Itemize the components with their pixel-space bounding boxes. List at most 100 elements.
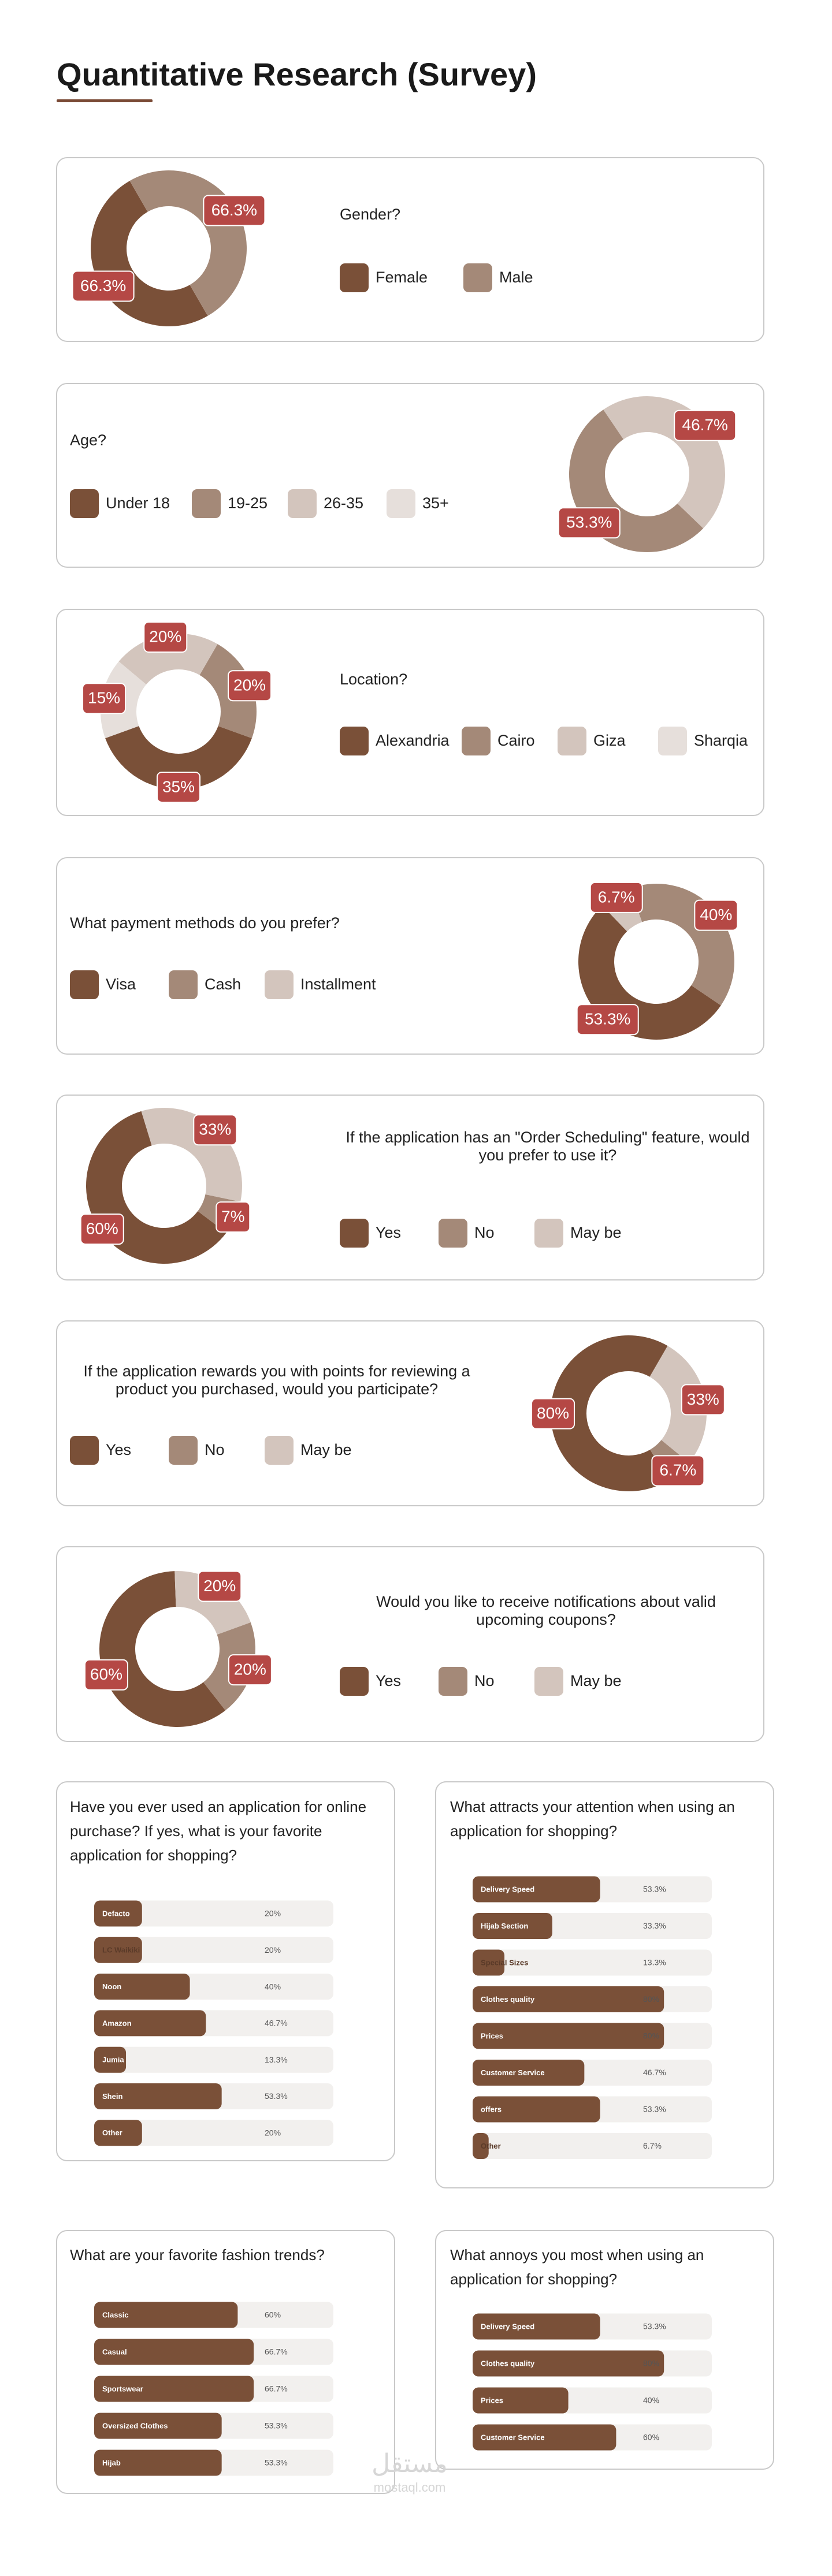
question: Have you ever used an application for on… [70, 1798, 367, 1864]
bar-value: 46.7% [265, 2019, 288, 2028]
question: If the application rewards you with poin… [83, 1362, 470, 1398]
value-badge [198, 1570, 242, 1602]
bar-label: Customer Service [481, 2068, 545, 2077]
bar-value: 20% [265, 1945, 281, 1955]
legend-swatch [340, 263, 369, 292]
legend-label: 35+ [422, 494, 449, 512]
bar-value: 53.3% [265, 2458, 288, 2467]
legend-label: Male [499, 269, 533, 286]
bar [94, 2120, 142, 2146]
value-badge [228, 670, 272, 702]
title-underline [57, 99, 153, 102]
bar [473, 2387, 569, 2414]
value-badge [531, 1398, 575, 1430]
bar-value: 53.3% [643, 2105, 666, 2114]
value-label: 6.7% [659, 1461, 696, 1479]
bar-value: 33.3% [643, 1921, 666, 1930]
value-label: 7% [221, 1207, 244, 1225]
legend-swatch [534, 1219, 563, 1248]
value-badge [589, 881, 643, 913]
bar-label: Other [102, 2128, 122, 2137]
bar [94, 2083, 222, 2109]
value-label: 66.3% [80, 277, 126, 295]
legend-label: Cash [205, 976, 241, 993]
legend-label: Yes [376, 1224, 401, 1241]
value-label: 20% [149, 627, 181, 645]
value-badge [576, 1004, 639, 1036]
question: What attracts your attention when using … [450, 1798, 735, 1840]
bar-value: 53.3% [265, 2421, 288, 2430]
legend-swatch [70, 489, 99, 518]
value-badge [694, 899, 738, 931]
bar-label: Noon [102, 1982, 121, 1991]
bar [473, 1986, 664, 2012]
bar-value: 80% [643, 1994, 659, 2004]
legend-swatch [387, 489, 415, 518]
bar [473, 2096, 600, 2123]
value-badge [651, 1455, 705, 1487]
legend-swatch [463, 263, 492, 292]
bar-track [94, 2046, 333, 2073]
legend-label: May be [570, 1672, 622, 1689]
value-badge [228, 1654, 272, 1686]
legend-label: Female [376, 269, 428, 286]
bar-label: Jumia [102, 2056, 124, 2064]
bar [94, 2376, 254, 2402]
bar [94, 2339, 254, 2365]
bar-label: Hijab Section [481, 1922, 528, 1930]
bar-label: Shein [102, 2092, 122, 2101]
value-label: 6.7% [598, 888, 635, 906]
donut-segment [550, 1335, 668, 1491]
bar-value: 80% [643, 2359, 659, 2368]
value-badge [72, 270, 135, 302]
question: Age? [70, 431, 107, 449]
bar [94, 1937, 142, 1963]
question: Would you like to receive notifications … [376, 1592, 716, 1628]
legend-label: Installment [300, 976, 376, 993]
bar-value: 80% [643, 2031, 659, 2041]
bar-label: Delivery Speed [481, 1885, 534, 1893]
value-badge [193, 1114, 237, 1146]
bar-label: Prices [481, 2031, 503, 2040]
bar [473, 2313, 600, 2340]
bar [473, 2424, 616, 2451]
bar-track [473, 1949, 712, 1976]
bar-label: Amazon [102, 2019, 132, 2027]
bar [473, 2060, 585, 2086]
legend-swatch [558, 727, 586, 755]
bar-label: Prices [481, 2396, 503, 2404]
value-label: 46.7% [682, 416, 728, 434]
legend-swatch [169, 970, 198, 999]
legend-swatch [288, 489, 317, 518]
bar-track [94, 2120, 333, 2146]
legend-swatch [462, 727, 491, 755]
legend-swatch [265, 970, 294, 999]
bar-value: 20% [265, 2128, 281, 2138]
bar [473, 2023, 664, 2049]
bar-value: 60% [265, 2310, 281, 2320]
bar-label: Classic [102, 2310, 129, 2319]
value-label: 53.3% [566, 513, 612, 531]
legend-label: No [474, 1672, 495, 1689]
legend-swatch [340, 1667, 369, 1696]
value-label: 60% [86, 1220, 118, 1238]
legend-swatch [70, 970, 99, 999]
value-label: 33% [199, 1121, 231, 1138]
bar-label: offers [481, 2105, 502, 2113]
legend-label: Visa [106, 976, 136, 993]
value-badge [681, 1384, 725, 1416]
value-label: 20% [234, 1660, 266, 1678]
question: If the application has an "Order Schedul… [346, 1128, 750, 1164]
question: Location? [340, 670, 408, 688]
bar-label: Clothes quality [481, 1995, 535, 2004]
legend-label: Sharqia [694, 732, 748, 749]
legend-swatch [265, 1436, 294, 1465]
bar-label: Clothes quality [481, 2359, 535, 2367]
value-label: 66.3% [211, 201, 257, 219]
legend-label: No [474, 1224, 495, 1241]
watermark: مستقل [372, 2449, 448, 2478]
value-badge [203, 195, 266, 226]
question: What are your favorite fashion trends? [70, 2246, 325, 2264]
bar-value: 13.3% [265, 2055, 288, 2064]
